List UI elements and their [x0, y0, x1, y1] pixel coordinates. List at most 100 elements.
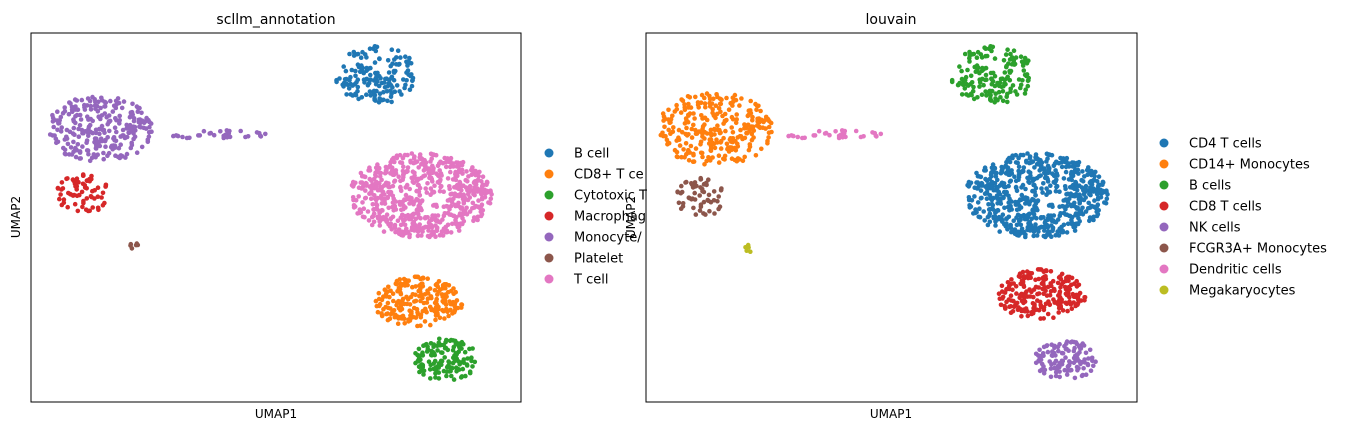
scatter-point — [411, 156, 417, 161]
scatter-point — [1024, 269, 1030, 274]
scatter-point — [999, 170, 1005, 175]
scatter-point — [1100, 182, 1105, 187]
scatter-point — [90, 205, 95, 210]
scatter-point — [391, 298, 396, 304]
legend-label: CD8+ T ce — [574, 168, 644, 183]
scatter-point — [1064, 155, 1070, 161]
scatter-point — [238, 128, 243, 134]
scatter-point — [433, 218, 439, 224]
scatter-point — [364, 181, 369, 186]
scatter-point — [411, 201, 416, 207]
scatter-point — [440, 350, 445, 356]
scatter-point — [1071, 360, 1077, 366]
scatter-point — [347, 51, 352, 57]
scatter-point — [401, 218, 406, 223]
scatter-point — [1065, 161, 1070, 166]
scatter-point — [80, 181, 86, 187]
scatter-point — [95, 205, 101, 211]
scatter-point — [716, 160, 722, 165]
scatter-point — [1008, 293, 1014, 299]
scatter-point — [470, 165, 475, 170]
scatter-point — [748, 108, 753, 113]
scatter-point — [404, 301, 410, 307]
scatter-point — [1085, 206, 1091, 211]
scatter-point — [718, 146, 724, 151]
chart-title: louvain — [866, 12, 917, 28]
scatter-point — [997, 183, 1003, 188]
scatter-point — [413, 292, 418, 298]
scatter-point — [1016, 177, 1021, 182]
scatter-point — [1086, 200, 1091, 206]
scatter-point — [411, 211, 417, 217]
scatter-point — [749, 131, 755, 137]
scatter-point — [1051, 315, 1056, 321]
scatter-point — [710, 155, 715, 160]
scatter-point — [452, 202, 458, 208]
scatter-point — [1015, 229, 1021, 235]
scatter-point — [1038, 173, 1043, 178]
scatter-point — [116, 145, 122, 151]
scatter-point — [390, 291, 396, 297]
scatter-point — [380, 216, 385, 222]
scatter-point — [999, 283, 1005, 289]
scatter-point — [1088, 368, 1094, 374]
scatter-point — [1024, 274, 1030, 279]
scatter-point — [1005, 280, 1011, 285]
scatter-point — [693, 127, 698, 133]
scatter-point — [714, 137, 719, 142]
scatter-point — [482, 194, 488, 200]
scatter-point — [988, 96, 993, 101]
scatter-point — [397, 287, 403, 292]
scatter-point — [977, 84, 982, 89]
scatter-point — [54, 140, 59, 146]
scatter-point — [979, 181, 985, 186]
scatter-point — [1000, 89, 1006, 94]
scatter-point — [1048, 374, 1054, 380]
scatter-point — [1082, 188, 1088, 193]
scatter-point — [211, 132, 217, 138]
scatter-point — [1018, 54, 1024, 59]
scatter-point — [975, 65, 981, 71]
scatter-point — [995, 177, 1000, 183]
scatter-point — [75, 180, 80, 185]
scatter-point — [71, 117, 76, 122]
scatter-point — [748, 249, 753, 254]
scatter-point — [1042, 225, 1048, 230]
scatter-point — [1047, 302, 1053, 308]
scatter-point — [1023, 232, 1028, 237]
scatter-point — [374, 73, 379, 79]
scatter-point — [674, 154, 680, 159]
scatter-point — [1082, 295, 1087, 300]
scatter-point — [398, 55, 403, 60]
scatter-point — [701, 199, 707, 205]
scatter-point — [371, 46, 376, 51]
scatter-point — [371, 207, 377, 212]
scatter-point — [95, 109, 101, 114]
scatter-point — [1077, 290, 1083, 296]
scatter-point — [1073, 179, 1078, 185]
scatter-point — [47, 132, 53, 137]
scatter-point — [361, 206, 367, 211]
scatter-point — [427, 367, 433, 372]
scatter-point — [59, 187, 64, 192]
scatter-point — [58, 192, 63, 197]
scatter-point — [114, 102, 119, 107]
scatter-point — [106, 119, 112, 124]
scatter-point — [679, 154, 684, 160]
scatter-point — [463, 373, 468, 379]
scatter-point — [393, 229, 398, 235]
scatter-point — [334, 79, 339, 85]
scatter-point — [401, 281, 407, 287]
scatter-point — [402, 321, 408, 326]
scatter-point — [388, 159, 394, 165]
scatter-point — [485, 190, 490, 195]
scatter-point — [730, 130, 736, 135]
scatter-point — [993, 208, 999, 214]
scatter-point — [995, 201, 1000, 206]
scatter-point — [84, 140, 89, 145]
scatter-point — [351, 53, 357, 58]
scatter-point — [479, 202, 485, 207]
scatter-point — [1016, 305, 1021, 310]
legend-label: Cytotoxic T — [574, 189, 647, 204]
scatter-point — [701, 211, 706, 216]
